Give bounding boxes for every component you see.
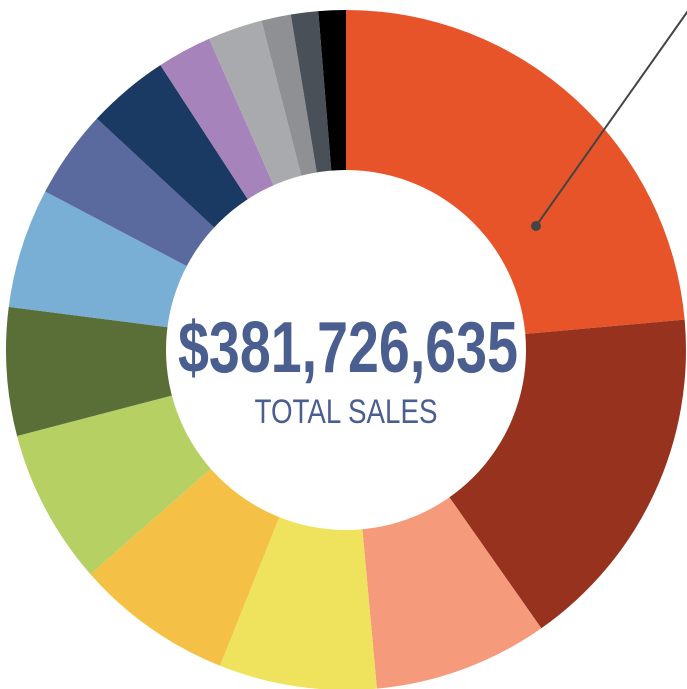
pointer-dot	[531, 221, 541, 231]
slice	[290, 11, 334, 202]
slice	[359, 472, 542, 689]
slice	[261, 14, 322, 205]
slice	[96, 65, 265, 248]
slice	[8, 191, 214, 331]
slice	[5, 306, 201, 437]
slice	[90, 448, 291, 666]
pointer-line	[535, 10, 687, 227]
slice	[209, 20, 309, 213]
slice	[318, 10, 346, 201]
center-label: TOTAL SALES	[255, 393, 438, 431]
slice	[160, 38, 286, 225]
slice	[17, 387, 234, 575]
donut-hole	[166, 170, 526, 530]
slice	[219, 489, 377, 689]
slices	[5, 10, 686, 689]
slice	[45, 118, 237, 281]
center-value: $381,726,635	[178, 308, 518, 388]
slice	[346, 10, 685, 337]
